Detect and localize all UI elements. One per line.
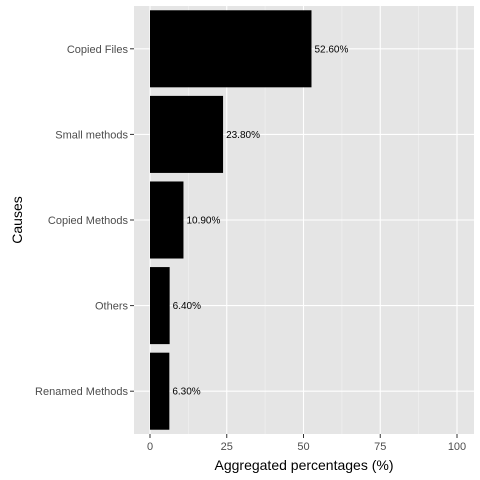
data-label: 6.30%: [172, 387, 200, 398]
x-tick-label: 75: [374, 441, 386, 453]
bar: [150, 95, 224, 173]
y-tick-label: Copied Methods: [48, 215, 129, 227]
data-label: 10.90%: [186, 216, 220, 227]
y-tick-label: Copied Files: [67, 44, 129, 56]
y-tick-label: Small methods: [55, 129, 128, 141]
y-axis-title: Causes: [9, 196, 25, 243]
bar: [150, 10, 312, 88]
y-tick-label: Renamed Methods: [35, 386, 128, 398]
y-tick-label: Others: [95, 301, 129, 313]
bar: [150, 181, 184, 259]
bar: [150, 267, 170, 345]
x-axis-title: Aggregated percentages (%): [215, 457, 394, 473]
x-tick-label: 100: [448, 441, 466, 453]
data-label: 52.60%: [314, 44, 348, 55]
x-tick-label: 25: [221, 441, 233, 453]
y-axis: Copied Files Small methods Copied Methods O…: [35, 44, 134, 398]
bar: [150, 352, 170, 430]
data-labels: 52.60% 23.80% 10.90% 6.40% 6.30%: [172, 44, 348, 397]
x-axis: 0 25 50 75 100: [147, 434, 466, 453]
bars: [150, 10, 312, 430]
x-tick-label: 50: [297, 441, 309, 453]
x-tick-label: 0: [147, 441, 153, 453]
data-label: 6.40%: [173, 301, 201, 312]
data-label: 23.80%: [226, 130, 260, 141]
